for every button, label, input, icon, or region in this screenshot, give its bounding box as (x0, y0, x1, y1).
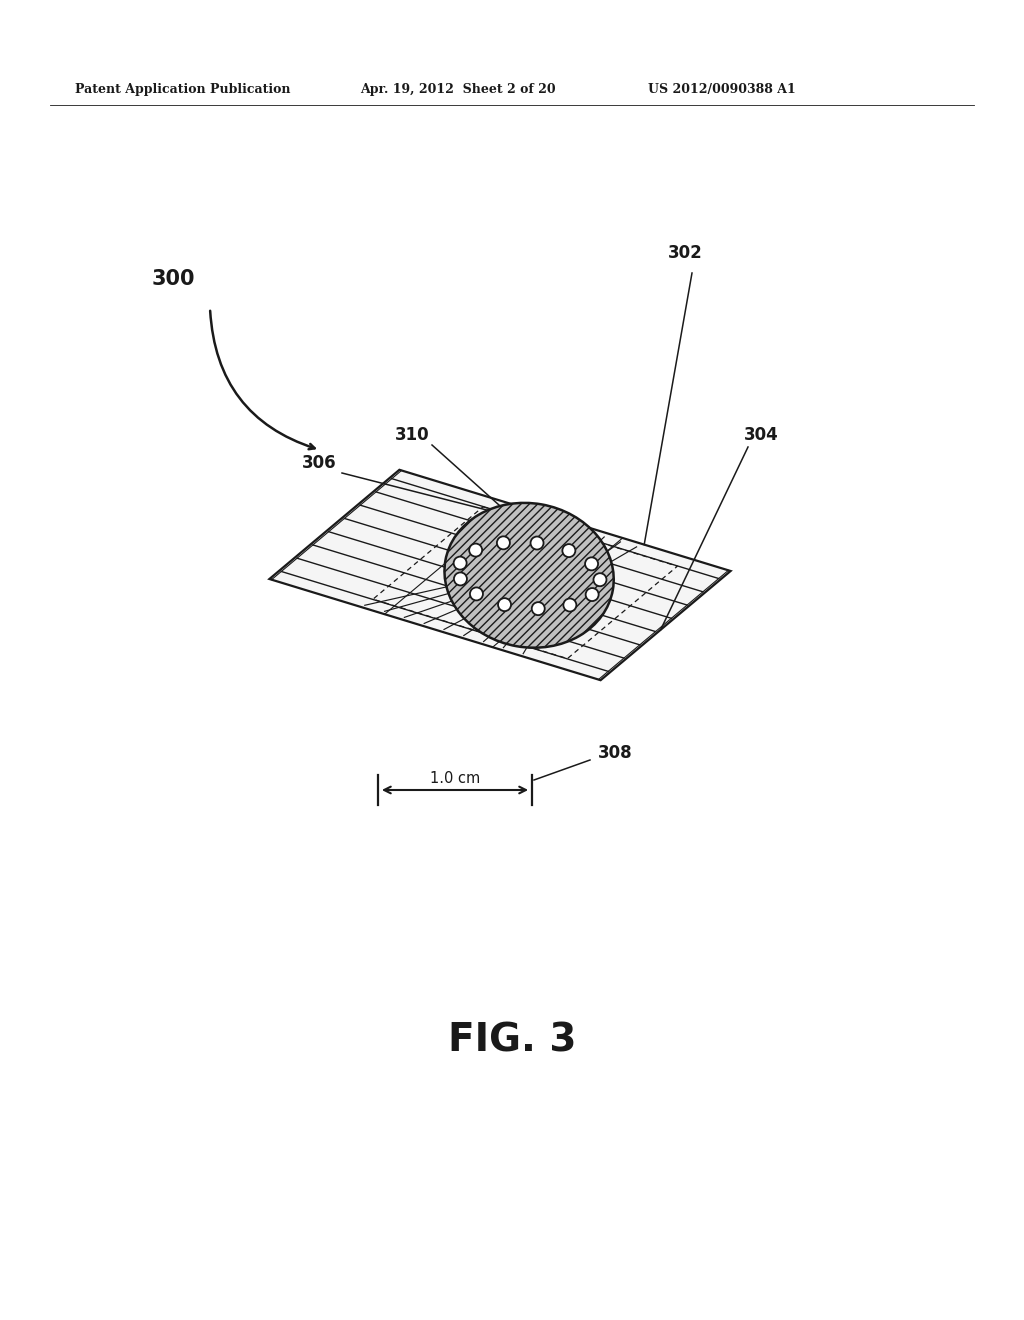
Circle shape (594, 573, 606, 586)
Text: US 2012/0090388 A1: US 2012/0090388 A1 (648, 83, 796, 96)
Circle shape (530, 536, 544, 549)
Polygon shape (269, 470, 730, 680)
Text: 304: 304 (744, 426, 778, 444)
Text: Patent Application Publication: Patent Application Publication (75, 83, 291, 96)
Text: Apr. 19, 2012  Sheet 2 of 20: Apr. 19, 2012 Sheet 2 of 20 (360, 83, 556, 96)
Circle shape (497, 536, 510, 549)
Circle shape (586, 589, 599, 601)
Circle shape (454, 557, 467, 570)
Ellipse shape (444, 503, 613, 648)
Text: 310: 310 (395, 426, 430, 444)
Text: 300: 300 (152, 269, 196, 289)
Text: FIG. 3: FIG. 3 (447, 1020, 577, 1059)
Circle shape (531, 602, 545, 615)
Circle shape (585, 557, 598, 570)
Circle shape (562, 544, 575, 557)
Text: 306: 306 (302, 454, 337, 473)
Text: 1.0 cm: 1.0 cm (430, 771, 480, 785)
Text: 308: 308 (598, 744, 633, 762)
Circle shape (470, 587, 483, 601)
Circle shape (498, 598, 511, 611)
Text: 302: 302 (668, 244, 702, 261)
Circle shape (454, 573, 467, 586)
Circle shape (563, 598, 577, 611)
Circle shape (469, 544, 482, 557)
